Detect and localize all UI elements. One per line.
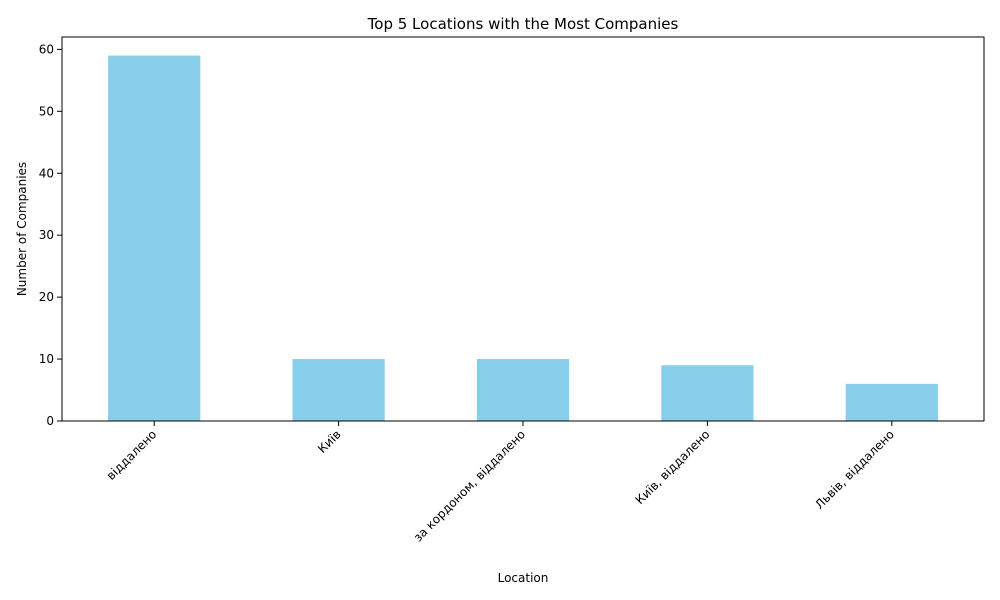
bars-group — [108, 55, 938, 421]
y-tick-label-2: 20 — [39, 290, 54, 304]
bar-4 — [845, 383, 938, 421]
bar-1 — [292, 359, 385, 421]
x-axis-label: Location — [498, 571, 549, 585]
y-tick-label-5: 50 — [39, 104, 54, 118]
x-tick-label-2: за кордоном, віддалено — [411, 427, 528, 544]
y-tick-label-1: 10 — [39, 352, 54, 366]
y-tick-label-3: 30 — [39, 228, 54, 242]
bar-3 — [661, 365, 754, 421]
y-axis-label: Number of Companies — [15, 162, 29, 296]
x-tick-label-4: Львів, віддалено — [812, 427, 897, 512]
chart-title: Top 5 Locations with the Most Companies — [367, 15, 679, 33]
x-tick-label-0: віддалено — [104, 427, 160, 483]
y-tick-label-4: 40 — [39, 166, 54, 180]
y-tick-label-6: 60 — [39, 42, 54, 56]
bar-0 — [108, 55, 201, 421]
bar-2 — [476, 359, 570, 421]
y-tick-label-0: 0 — [46, 414, 54, 428]
x-tick-label-3: Київ, віддалено — [633, 427, 713, 507]
x-tick-label-1: Київ — [315, 427, 344, 456]
plot-frame — [61, 36, 985, 422]
y-axis: 0 10 20 30 40 50 60 — [39, 42, 62, 428]
x-axis: віддалено Київ за кордоном, віддалено Київ,… — [104, 421, 897, 545]
